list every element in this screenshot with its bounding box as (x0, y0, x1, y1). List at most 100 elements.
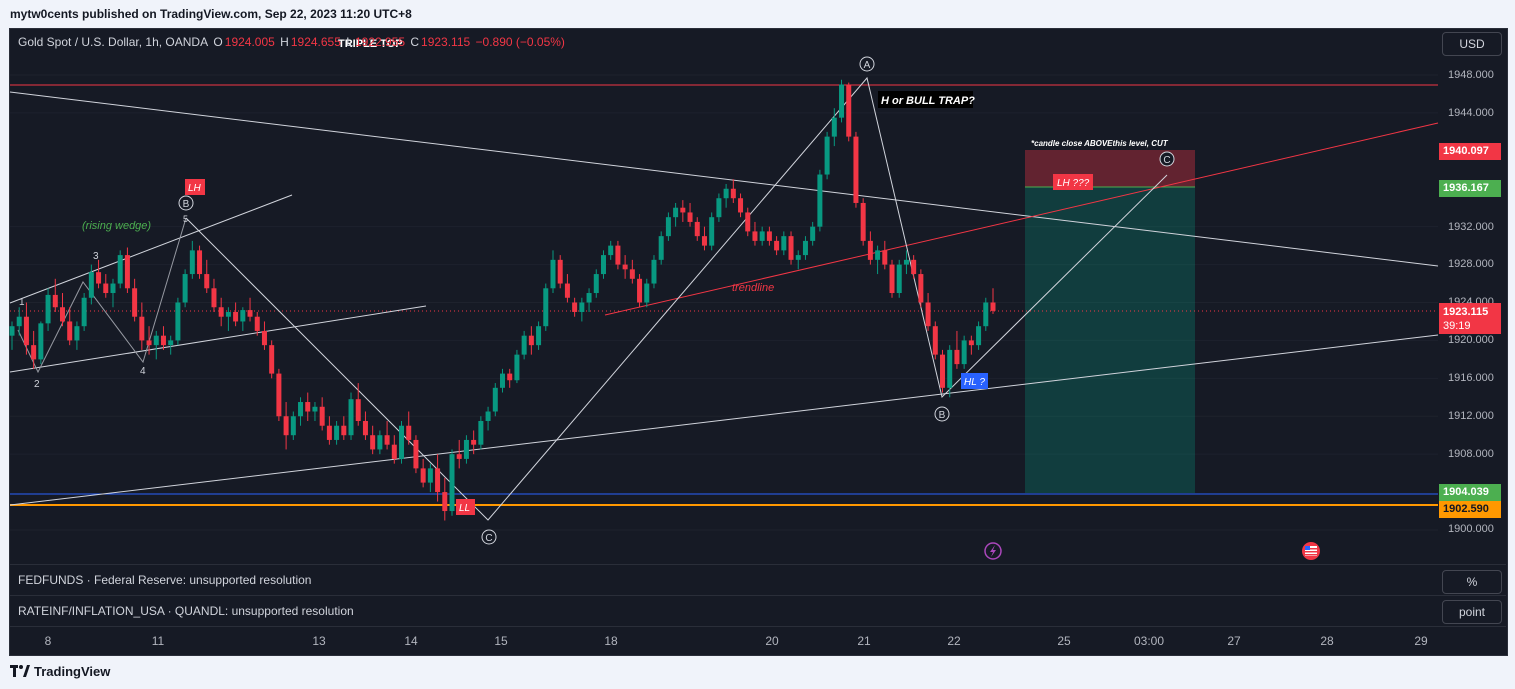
candle-body[interactable] (427, 468, 433, 483)
candle-body[interactable] (463, 439, 469, 459)
candle-body[interactable] (45, 294, 51, 324)
candle-body[interactable] (96, 272, 102, 284)
candle-body[interactable] (990, 302, 996, 311)
candle-body[interactable] (629, 269, 635, 279)
candle-body[interactable] (197, 250, 203, 275)
candle-body[interactable] (319, 406, 325, 426)
candle-body[interactable] (23, 316, 29, 346)
symbol-legend[interactable]: Gold Spot / U.S. Dollar, 1h, OANDA O 1924… (18, 35, 567, 49)
candle-body[interactable] (168, 340, 174, 346)
marker-b-left[interactable]: B (178, 195, 194, 211)
candle-body[interactable] (507, 373, 513, 381)
candle-body[interactable] (492, 387, 498, 412)
hl-label[interactable]: HL ? (964, 377, 985, 388)
candle-body[interactable] (160, 335, 166, 346)
candle-body[interactable] (233, 311, 239, 322)
candle-body[interactable] (514, 354, 520, 381)
pane-separator[interactable] (9, 564, 1506, 565)
candle-body[interactable] (788, 236, 794, 260)
candle-body[interactable] (802, 240, 808, 256)
wedge-lower-line[interactable] (9, 305, 427, 373)
wedge-upper-line[interactable] (9, 194, 293, 304)
tradingview-footer[interactable]: TradingView (10, 664, 110, 679)
candle-body[interactable] (709, 217, 715, 246)
candle-body[interactable] (817, 174, 823, 227)
candle-body[interactable] (694, 221, 700, 237)
candle-body[interactable] (471, 439, 477, 445)
candle-body[interactable] (536, 326, 542, 346)
candle-body[interactable] (983, 302, 989, 327)
candle-body[interactable] (146, 340, 152, 346)
candle-body[interactable] (752, 231, 758, 241)
lightning-event-icon[interactable] (984, 542, 1002, 560)
currency-button[interactable]: USD (1442, 32, 1502, 56)
candle-body[interactable] (247, 310, 253, 317)
candle-body[interactable] (839, 84, 845, 118)
candle-body[interactable] (701, 236, 707, 246)
candle-body[interactable] (918, 274, 924, 303)
candle-body[interactable] (103, 283, 109, 294)
candle-body[interactable] (81, 297, 87, 327)
candle-body[interactable] (399, 425, 405, 459)
candle-body[interactable] (730, 188, 736, 199)
chart-frame[interactable] (9, 28, 1508, 656)
candle-body[interactable] (500, 373, 505, 388)
trendline-label[interactable]: trendline (732, 282, 774, 294)
lh-label[interactable]: LH (188, 183, 202, 194)
candle-body[interactable] (384, 435, 390, 445)
candle-body[interactable] (182, 274, 188, 303)
cut-level-note[interactable]: *candle close ABOVEthis level, CUT (1031, 139, 1169, 148)
candle-body[interactable] (896, 264, 902, 294)
abc-pattern-path[interactable] (185, 76, 1168, 521)
candle-body[interactable] (9, 326, 15, 336)
candle-body[interactable] (738, 198, 744, 213)
candle-body[interactable] (867, 240, 873, 260)
candle-body[interactable] (593, 274, 599, 294)
candle-body[interactable] (276, 373, 282, 417)
candle-body[interactable] (362, 420, 368, 436)
candle-body[interactable] (132, 288, 138, 317)
candle-body[interactable] (240, 310, 246, 322)
candle-body[interactable] (586, 293, 592, 303)
candle-body[interactable] (225, 311, 231, 317)
candle-body[interactable] (572, 302, 578, 312)
candle-body[interactable] (67, 321, 73, 341)
candle-body[interactable] (175, 302, 181, 341)
candle-body[interactable] (961, 340, 967, 365)
candle-body[interactable] (377, 435, 383, 450)
target-zone[interactable] (1025, 187, 1195, 493)
candle-body[interactable] (781, 236, 787, 251)
candle-body[interactable] (435, 468, 441, 493)
candle-body[interactable] (355, 399, 361, 421)
candle-body[interactable] (622, 264, 628, 270)
candle-body[interactable] (261, 330, 267, 346)
marker-c-bottom[interactable]: C (481, 529, 497, 545)
candle-body[interactable] (341, 425, 347, 436)
candle-body[interactable] (723, 188, 729, 199)
candle-body[interactable] (550, 259, 556, 289)
candle-body[interactable] (687, 212, 693, 222)
candle-body[interactable] (269, 345, 275, 374)
candle-body[interactable] (665, 217, 671, 237)
candle-body[interactable] (204, 274, 210, 289)
candle-body[interactable] (600, 255, 606, 275)
candle-body[interactable] (117, 255, 123, 284)
candle-body[interactable] (528, 335, 534, 346)
candle-body[interactable] (745, 212, 751, 232)
candle-body[interactable] (875, 250, 881, 260)
candle-body[interactable] (976, 326, 982, 346)
candle-body[interactable] (824, 136, 830, 175)
candle-body[interactable] (189, 250, 195, 275)
candle-body[interactable] (651, 259, 657, 284)
us-flag-event-icon[interactable] (1302, 542, 1320, 560)
candle-body[interactable] (860, 202, 866, 241)
candle-body[interactable] (254, 316, 260, 331)
wave-1-label[interactable]: 1 (19, 297, 25, 308)
ll-label[interactable]: LL (459, 503, 470, 514)
candle-body[interactable] (716, 198, 722, 218)
candle-body[interactable] (334, 425, 340, 440)
candle-body[interactable] (810, 226, 816, 241)
candle-body[interactable] (795, 255, 801, 260)
candle-body[interactable] (853, 136, 859, 203)
candle-body[interactable] (485, 411, 491, 421)
